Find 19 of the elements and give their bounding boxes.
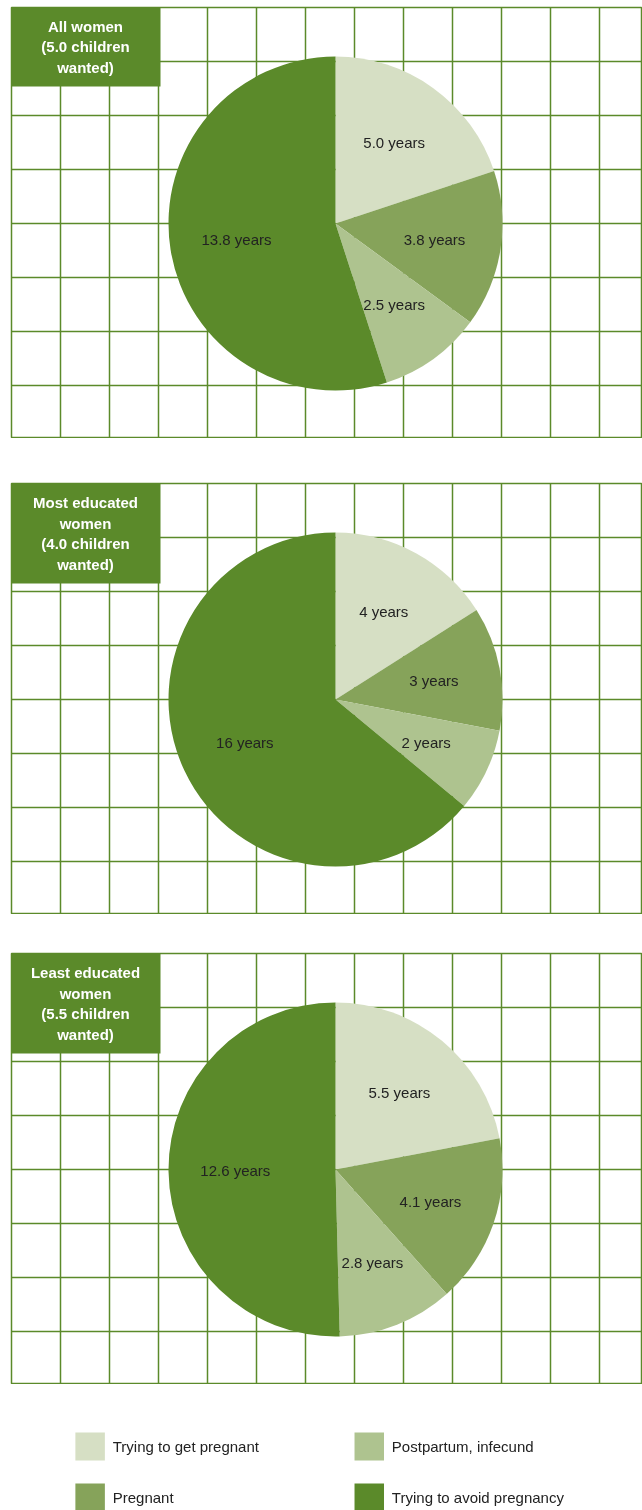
legend-label: Postpartum, infecund: [391, 1438, 534, 1455]
legend-label: Pregnant: [112, 1489, 175, 1506]
data-label: 2.8 years: [341, 1254, 404, 1272]
data-label: 5.5 years: [368, 1083, 431, 1101]
chart-title: All women (5.0 children wanted): [41, 18, 130, 76]
legend-label: Trying to get pregnant: [112, 1438, 260, 1455]
data-label: 4.1 years: [399, 1193, 462, 1211]
data-label: 2 years: [401, 733, 451, 751]
legend-label: Trying to avoid pregnancy: [391, 1489, 565, 1506]
data-label: 3 years: [409, 672, 459, 690]
chart-title: Least educated women (5.5 children wanted): [30, 964, 141, 1043]
data-label: 3.8 years: [403, 230, 466, 248]
data-label: 12.6 years: [200, 1162, 271, 1180]
data-label: 16 years: [216, 733, 274, 751]
data-label: 2.5 years: [363, 296, 426, 314]
data-label: 5.0 years: [363, 133, 426, 151]
chart-title: Most educated women (4.0 children wanted): [32, 494, 139, 573]
data-label: 13.8 years: [201, 230, 272, 248]
data-label: 4 years: [359, 603, 409, 621]
